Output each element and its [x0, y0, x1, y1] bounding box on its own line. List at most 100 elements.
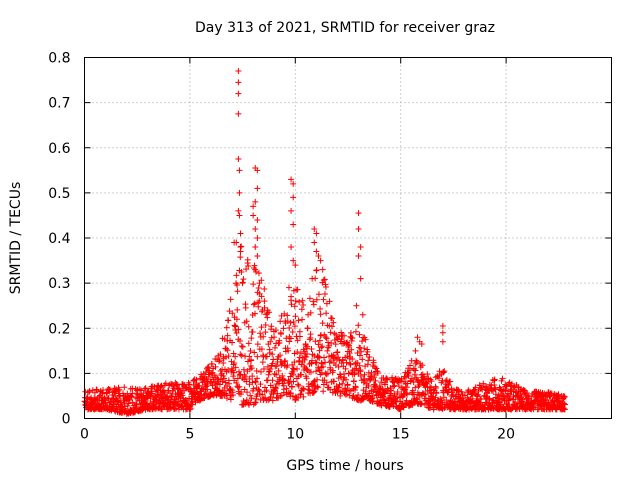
- data-point: [239, 343, 246, 350]
- data-point: [233, 329, 240, 336]
- data-point: [297, 391, 304, 398]
- data-point: [254, 253, 261, 260]
- data-point: [186, 406, 193, 413]
- data-point: [244, 256, 251, 263]
- data-point: [269, 351, 276, 358]
- data-point: [441, 368, 448, 375]
- data-point: [223, 391, 230, 398]
- data-point: [294, 286, 301, 293]
- data-point: [317, 257, 324, 264]
- data-point: [216, 381, 223, 388]
- data-point: [251, 300, 258, 307]
- data-point: [242, 304, 249, 311]
- data-point: [235, 79, 242, 86]
- data-point: [236, 212, 243, 219]
- data-point: [478, 396, 485, 403]
- data-point: [300, 393, 307, 400]
- data-point: [248, 365, 255, 372]
- data-point: [153, 396, 160, 403]
- data-point: [256, 297, 263, 304]
- data-point: [272, 327, 279, 334]
- data-point: [84, 395, 91, 402]
- data-point: [323, 379, 330, 386]
- data-point: [216, 358, 223, 365]
- data-point: [393, 393, 400, 400]
- axis-ticks: 0 5 10 15 20 0 0.1 0.2 0.3 0.4 0.5 0.6 0.7 0.8: [48, 51, 612, 443]
- data-point: [433, 390, 440, 397]
- data-point: [171, 400, 178, 407]
- data-point: [223, 395, 230, 402]
- data-point: [296, 298, 303, 305]
- data-point: [107, 386, 114, 393]
- data-point: [212, 363, 219, 370]
- data-point: [277, 352, 284, 359]
- data-point: [328, 323, 335, 330]
- data-point: [204, 386, 211, 393]
- data-point: [355, 225, 362, 232]
- data-point: [236, 383, 243, 390]
- data-point: [560, 400, 567, 407]
- data-point: [255, 303, 262, 310]
- data-point: [255, 386, 262, 393]
- data-point: [310, 389, 317, 396]
- data-point: [343, 376, 350, 383]
- data-point: [250, 203, 257, 210]
- data-point: [415, 383, 422, 390]
- data-point: [317, 311, 324, 318]
- data-point: [359, 311, 366, 318]
- data-point: [290, 257, 297, 264]
- data-point: [262, 329, 269, 336]
- data-point: [225, 353, 232, 360]
- data-point: [142, 399, 149, 406]
- data-point: [259, 359, 266, 366]
- data-point: [366, 353, 373, 360]
- data-point: [227, 296, 234, 303]
- data-point: [237, 351, 244, 358]
- data-point: [86, 387, 93, 394]
- data-point: [345, 370, 352, 377]
- data-point: [260, 366, 267, 373]
- data-point: [234, 306, 241, 313]
- data-point: [222, 354, 229, 361]
- data-point: [237, 337, 244, 344]
- data-point: [255, 270, 262, 277]
- data-point: [323, 335, 330, 342]
- data-point: [235, 68, 242, 75]
- data-point: [291, 350, 298, 357]
- data-point: [418, 400, 425, 407]
- data-point: [356, 331, 363, 338]
- data-point: [303, 366, 310, 373]
- data-point: [254, 341, 261, 348]
- data-point: [243, 397, 250, 404]
- data-point: [353, 302, 360, 309]
- data-point: [247, 399, 254, 406]
- data-point: [179, 392, 186, 399]
- data-point: [93, 387, 100, 394]
- data-point: [534, 398, 541, 405]
- data-point: [401, 373, 408, 380]
- data-point: [302, 342, 309, 349]
- data-point: [128, 393, 135, 400]
- data-point: [304, 325, 311, 332]
- data-point: [288, 301, 295, 308]
- data-point: [288, 176, 295, 183]
- data-point: [318, 360, 325, 367]
- data-point: [240, 276, 247, 283]
- data-point: [373, 365, 380, 372]
- data-point: [246, 375, 253, 382]
- data-point: [372, 377, 379, 384]
- data-point: [311, 225, 318, 232]
- data-point: [256, 387, 263, 394]
- data-point: [233, 316, 240, 323]
- data-point: [258, 324, 265, 331]
- data-point: [447, 378, 454, 385]
- data-point: [142, 385, 149, 392]
- data-point: [284, 312, 291, 319]
- data-point: [252, 378, 259, 385]
- data-point: [269, 397, 276, 404]
- data-points: [81, 68, 568, 417]
- data-point: [419, 362, 426, 369]
- data-point: [327, 329, 334, 336]
- data-point: [335, 354, 342, 361]
- data-point: [357, 372, 364, 379]
